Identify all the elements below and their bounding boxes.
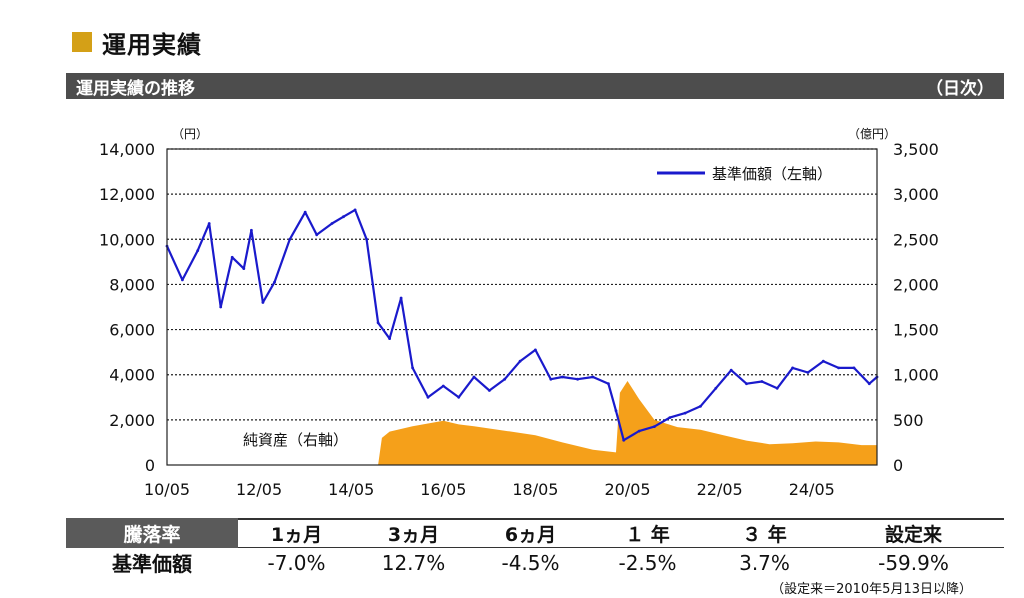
period-6m: 6ヵ月 [472,518,589,548]
chart-subheader-title: 運用実績の推移 [76,78,195,99]
x-tick-label-4: 18/05 [512,480,558,499]
net-assets-area [167,381,877,465]
chart-subheader-frequency: （日次） [926,78,994,99]
return-3y: 3.7% [739,550,790,575]
right-tick-label-2: 2,500 [893,230,939,249]
performance-row-label: 基準価額 [112,552,192,576]
left-tick-label-2: 10,000 [99,230,155,249]
plot-frame [166,148,878,466]
x-tick-label-2: 14/05 [328,480,374,499]
x-tick-label-5: 20/05 [604,480,650,499]
performance-chart: 14,000 12,000 10,000 8,000 6,000 4,000 2,000 0 3… [99,127,939,499]
return-3m: 12.7% [381,550,446,575]
x-tick-label-3: 16/05 [420,480,466,499]
x-tick-label-6: 22/05 [697,480,743,499]
left-tick-label-4: 6,000 [109,321,155,340]
period-3m: 3ヵ月 [355,518,472,548]
right-tick-label-7: 0 [893,456,903,475]
right-tick-label-6: 500 [893,411,924,430]
right-tick-label-0: 3,500 [893,140,939,159]
title-marker [72,32,92,52]
return-1m: -7.0% [267,550,326,575]
performance-header-label: 騰落率 [66,518,238,548]
left-tick-label-1: 12,000 [99,185,155,204]
x-tick-label-1: 12/05 [236,480,282,499]
right-tick-label-1: 3,000 [893,185,939,204]
nav-line [165,208,878,442]
right-tick-label-3: 2,000 [893,275,939,294]
left-tick-label-3: 8,000 [109,275,155,294]
period-1y: １ 年 [589,518,706,548]
net-assets-annotation: 純資産（右軸） [243,431,348,449]
return-1y: -2.5% [618,550,677,575]
performance-value-row: 基準価額 -7.0% 12.7% -4.5% -2.5% 3.7% -59.9% [66,548,1004,578]
right-tick-label-5: 1,000 [893,366,939,385]
left-axis-unit: （円） [172,127,208,141]
x-tick-label-7: 24/05 [789,480,835,499]
return-6m: -4.5% [501,550,560,575]
performance-table: 騰落率 1ヵ月 3ヵ月 6ヵ月 １ 年 ３ 年 設定来 基準価額 -7.0% 1… [66,518,1004,577]
right-tick-label-4: 1,500 [893,321,939,340]
chart-subheader: 運用実績の推移 （日次） [66,73,1004,99]
legend-nav-label: 基準価額（左軸） [712,165,832,183]
x-tick-label-0: 10/05 [144,480,190,499]
period-since-inception: 設定来 [823,518,1004,548]
section-title-text: 運用実績 [102,30,202,59]
right-axis-unit: （億円） [848,127,896,141]
left-tick-label-0: 14,000 [99,140,155,159]
left-tick-label-5: 4,000 [109,366,155,385]
period-3y: ３ 年 [706,518,823,548]
return-since-inception: -59.9% [878,550,949,575]
performance-header-row: 騰落率 1ヵ月 3ヵ月 6ヵ月 １ 年 ３ 年 設定来 [66,518,1004,548]
left-tick-label-6: 2,000 [109,411,155,430]
footnote: （設定来＝2010年5月13日以降） [771,582,972,597]
period-1m: 1ヵ月 [238,518,355,548]
section-title: 運用実績 [72,28,202,59]
left-tick-label-7: 0 [145,456,155,475]
